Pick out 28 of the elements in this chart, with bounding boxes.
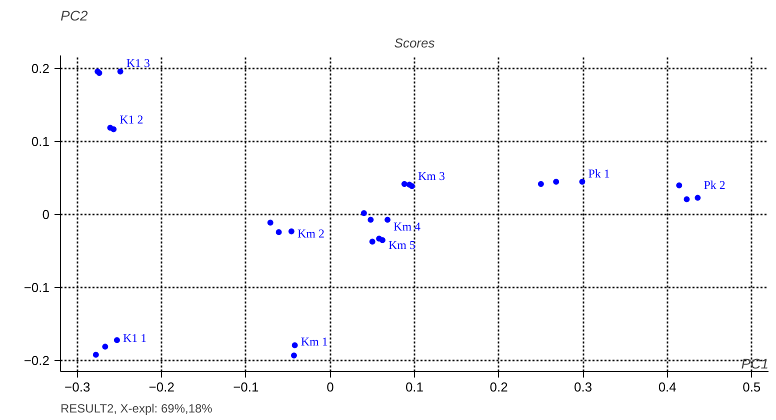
x-tick-label: 0.4 — [658, 380, 676, 394]
x-axis-title: PC1 — [741, 356, 768, 372]
x-tick-label: 0.5 — [742, 380, 761, 394]
x-tick-label: 0.3 — [574, 380, 592, 394]
series-label: Km 3 — [418, 168, 445, 183]
series-label: K1 1 — [122, 331, 147, 346]
series-label: Pk 1 — [588, 166, 610, 180]
series-label: Km 1 — [300, 334, 328, 348]
y-tick-label: −0.1 — [24, 280, 50, 296]
x-tick-label: −0.1 — [233, 380, 259, 394]
y-tick-label: 0.1 — [31, 134, 50, 150]
x-tick-label: −0.3 — [64, 380, 90, 394]
text: RESULT2, X-expl: 69%,18% — [60, 402, 213, 416]
y-axis-title: PC2 — [60, 8, 88, 24]
series-label: Km 2 — [297, 226, 324, 241]
x-tick-label: −0.2 — [148, 380, 174, 394]
y-tick-label: −0.2 — [24, 353, 50, 368]
series-label: K1 2 — [120, 112, 144, 126]
y-tick-label: 0 — [42, 207, 50, 222]
y-tick-label: 0.2 — [31, 61, 50, 76]
chart-title: Scores — [394, 36, 436, 50]
x-tick-label: 0.1 — [405, 380, 424, 394]
series-label: K1 3 — [126, 56, 150, 70]
series-label: Km 5 — [388, 238, 416, 252]
series-label: Pk 2 — [704, 178, 726, 192]
x-tick-label: 0 — [326, 380, 334, 394]
x-tick-label: 0.2 — [490, 380, 508, 394]
series-label: Km 4 — [394, 220, 421, 234]
